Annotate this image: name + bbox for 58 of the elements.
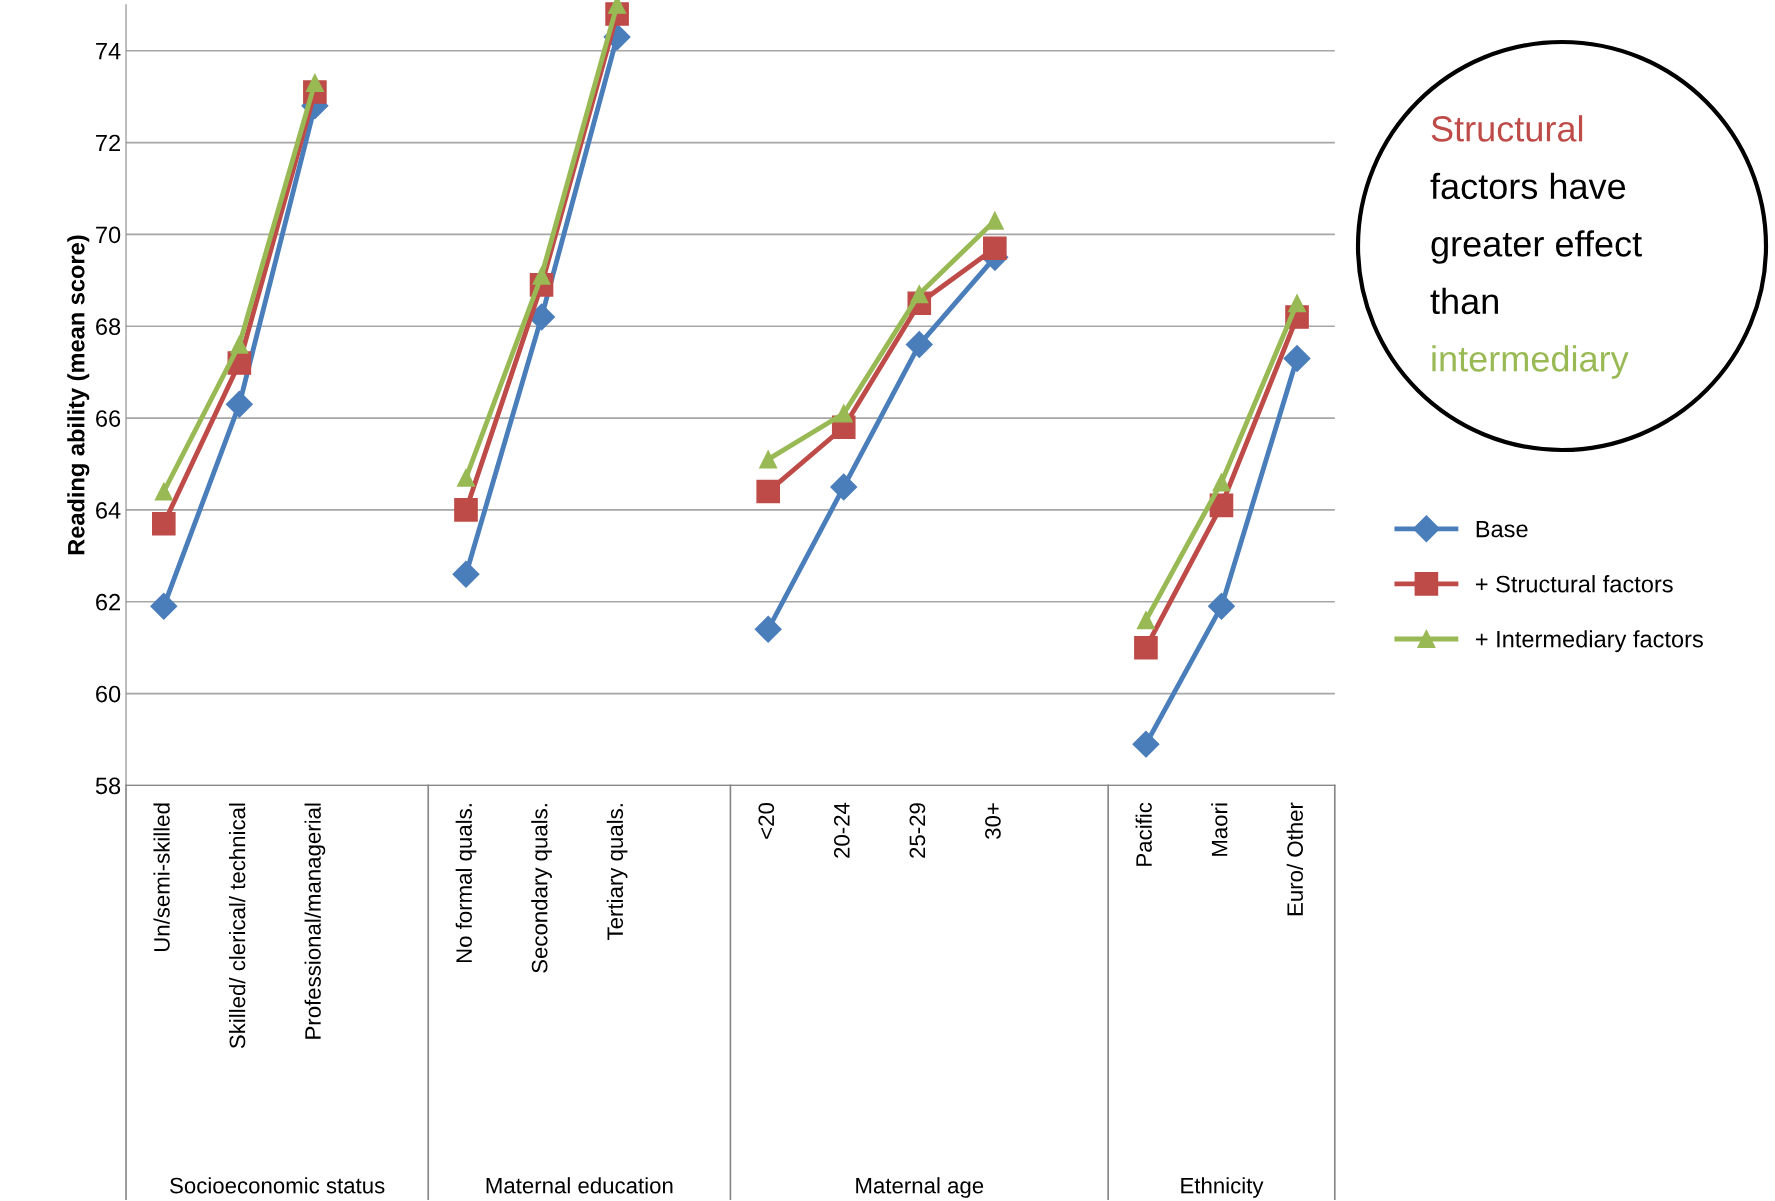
x-tick-label: Pacific [1135, 802, 1152, 866]
x-tick-label: 20-24 [833, 802, 850, 858]
point [1208, 592, 1235, 620]
y-axis-title: Reading ability (mean score) [67, 235, 90, 555]
legend-label: + Intermediary factors [1475, 630, 1703, 653]
point [452, 560, 480, 588]
text: Maternal education [486, 1177, 673, 1194]
point [905, 331, 933, 359]
point [1132, 730, 1160, 758]
y-tick-label: 70 [96, 226, 121, 244]
point [151, 511, 176, 536]
point [830, 473, 858, 501]
x-tick-label: Un/semi-skilled [153, 803, 170, 952]
y-tick-label: 60 [96, 685, 121, 703]
text: intermediary [1432, 345, 1629, 379]
y-tick-label: 64 [96, 502, 121, 519]
text: Ethnicity [1181, 1177, 1264, 1198]
point [1136, 611, 1155, 630]
x-tick-label: 25-29 [909, 803, 926, 858]
point [985, 211, 1004, 230]
point [1134, 635, 1158, 660]
y-tick-label: 62 [96, 593, 120, 611]
x-tick-label: Secondary quals. [531, 804, 552, 973]
point [834, 404, 853, 423]
x-tick-label: No formal quals. [455, 804, 477, 963]
x-tick-label: <20 [758, 802, 775, 839]
y-tick-label: 74 [96, 43, 121, 60]
point [983, 236, 1007, 260]
y-tick-label: 72 [96, 134, 120, 152]
x-tick-label: Tertiary quals. [606, 804, 628, 940]
point [225, 390, 253, 418]
text: Maternal age [856, 1177, 984, 1198]
x-tick-label: 30+ [985, 803, 1001, 839]
y-tick-label: 66 [96, 410, 121, 427]
point [759, 450, 778, 469]
point [754, 615, 782, 643]
point [1283, 344, 1311, 372]
point [1287, 294, 1307, 313]
x-tick-label: Euro/ Other [1286, 802, 1303, 916]
x-tick-label: Skilled/ clerical/ technical [228, 803, 246, 1049]
text: Socioeconomic status [170, 1177, 385, 1194]
x-tick-label: Professional/managerial [304, 803, 326, 1039]
x-tick-label: Maori [1211, 803, 1228, 856]
point [454, 498, 478, 522]
y-tick-label: 68 [96, 318, 121, 336]
point [756, 479, 780, 504]
point [150, 592, 178, 620]
y-tick-label: 58 [95, 777, 121, 795]
point [1212, 473, 1231, 492]
text: greater effect [1431, 230, 1642, 264]
point [456, 468, 476, 487]
text: factors have [1430, 172, 1626, 200]
text: than [1430, 287, 1498, 315]
point [154, 482, 173, 501]
text: Structural [1431, 115, 1583, 142]
point [230, 335, 249, 354]
legend-label: + Structural factors [1475, 575, 1673, 593]
legend-label: Base [1476, 520, 1528, 538]
